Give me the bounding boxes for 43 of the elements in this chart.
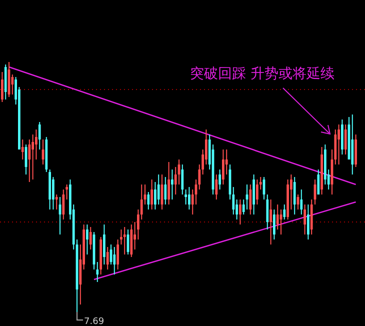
candlestick [181, 164, 184, 195]
candlestick [66, 184, 68, 200]
candlestick [96, 262, 99, 282]
candlestick [21, 139, 24, 160]
candlestick [164, 176, 167, 205]
candlestick [293, 176, 296, 215]
candlestick [89, 226, 92, 250]
candlestick [266, 194, 269, 230]
candlestick [304, 204, 306, 235]
candlestick [184, 189, 187, 205]
candlestick [338, 124, 340, 165]
candlestick [317, 169, 320, 195]
text: 7.69 [84, 317, 104, 326]
candlestick [55, 194, 58, 210]
candlestick [106, 246, 109, 270]
annotation: 突破回踩 升势或将延续 [190, 66, 334, 82]
candlestick [86, 224, 88, 255]
candlestick [188, 186, 190, 210]
candlestick [150, 179, 153, 210]
candlestick [283, 204, 286, 220]
candlestick [38, 122, 41, 150]
candlestick [239, 199, 242, 225]
candlestick [171, 169, 174, 200]
candlestick [62, 189, 65, 220]
candlestick [256, 179, 258, 205]
candlestick [215, 174, 218, 200]
candlestick [222, 149, 224, 185]
candlestick [1, 72, 4, 102]
candlestick [218, 169, 221, 190]
candlestick [273, 209, 276, 240]
candlestick [147, 192, 150, 210]
candlestick [307, 204, 310, 240]
candlestick [116, 239, 119, 270]
candlestick [270, 199, 272, 245]
candlestick [123, 226, 126, 255]
candlestick [249, 184, 252, 215]
candlestick [28, 139, 31, 182]
candlestick [103, 224, 106, 265]
candlestick [344, 124, 347, 155]
candlestick [157, 174, 160, 205]
candlestick [300, 189, 303, 215]
candlestick [168, 162, 170, 205]
candlestick [113, 246, 116, 275]
